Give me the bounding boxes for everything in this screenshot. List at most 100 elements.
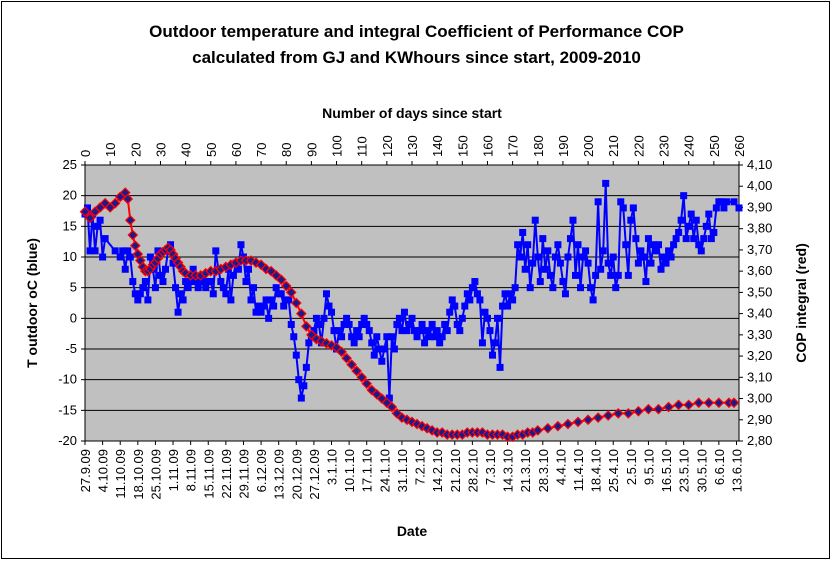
data-point-cop [295, 308, 307, 319]
data-point-temperature [697, 247, 705, 255]
data-point-temperature [700, 235, 708, 243]
data-point-temperature [348, 333, 356, 341]
data-point-temperature [531, 216, 539, 224]
data-point-temperature [297, 394, 305, 402]
y-right-tick-label: 3,90 [747, 199, 772, 214]
data-point-temperature [441, 320, 449, 328]
data-point-temperature [237, 241, 245, 249]
data-point-temperature [159, 278, 167, 286]
data-point-temperature [627, 216, 635, 224]
data-point-temperature [121, 265, 129, 273]
data-point-temperature [355, 333, 363, 341]
data-point-temperature [637, 247, 645, 255]
data-point-cop [542, 422, 554, 434]
x-bottom-tick-label: 16.5.10 [659, 449, 674, 492]
x-top-tick-label: 140 [430, 135, 445, 157]
x-bottom-tick-label: 10.1.10 [342, 449, 357, 492]
data-point-temperature [705, 210, 713, 218]
x-top-tick-label: 110 [355, 136, 370, 157]
x-top-tick-label: 240 [682, 135, 697, 157]
data-point-temperature [657, 265, 665, 273]
data-point-cop [361, 378, 373, 390]
x-top-tick-label: 250 [707, 135, 722, 157]
data-point-temperature [509, 296, 517, 304]
x-top-tick-label: 20 [128, 143, 143, 157]
y-right-tick-label: 3,50 [747, 284, 772, 299]
data-point-cop [280, 280, 292, 292]
data-point-temperature [710, 228, 718, 236]
data-point-temperature [675, 228, 683, 236]
data-point-temperature [519, 228, 527, 236]
x-top-tick-label: 160 [480, 135, 495, 157]
x-top-tick-label: 190 [556, 135, 571, 157]
data-point-cop [127, 229, 139, 241]
data-point-cop [386, 401, 398, 413]
data-point-temperature [285, 296, 293, 304]
data-point-temperature [639, 253, 647, 261]
x-bottom-tick-label: 2.5.10 [624, 449, 639, 485]
x-top-tick-label: 0 [78, 150, 93, 157]
data-point-temperature [247, 296, 255, 304]
data-point-temperature [126, 253, 134, 261]
data-point-temperature [388, 333, 396, 341]
data-point-temperature [184, 284, 192, 292]
data-point-temperature [270, 302, 278, 310]
data-point-temperature [302, 363, 310, 371]
data-point-temperature [96, 216, 104, 224]
data-point-temperature [594, 198, 602, 206]
data-point-temperature [539, 235, 547, 243]
data-point-temperature [476, 296, 484, 304]
x-top-tick-label: 260 [732, 135, 747, 157]
x-bottom-tick-label: 17.1.10 [360, 449, 375, 492]
data-point-temperature [403, 327, 411, 335]
data-point-temperature [94, 222, 102, 230]
x-bottom-tick-label: 29.11.09 [236, 449, 251, 499]
data-point-temperature [446, 308, 454, 316]
data-point-cop [341, 352, 352, 364]
data-point-temperature [564, 253, 572, 261]
data-point-temperature [556, 259, 564, 267]
data-point-temperature [516, 253, 524, 261]
data-point-temperature [350, 339, 358, 347]
x-top-tick-label: 200 [581, 135, 596, 157]
data-point-temperature [418, 320, 426, 328]
data-point-temperature [478, 339, 486, 347]
data-point-temperature [370, 351, 378, 359]
data-point-temperature [521, 265, 529, 273]
data-point-temperature [338, 333, 346, 341]
data-point-cop [728, 397, 740, 409]
data-point-temperature [380, 345, 388, 353]
x-bottom-tick-label: 22.11.09 [219, 449, 234, 499]
data-point-cop [693, 397, 705, 409]
data-point-temperature [101, 235, 109, 243]
x-bottom-tick-label: 11.10.09 [113, 449, 128, 499]
data-point-temperature [177, 290, 185, 298]
data-point-temperature [267, 296, 275, 304]
data-point-temperature [212, 247, 220, 255]
x-bottom-tick-label: 18.4.10 [589, 449, 604, 492]
data-point-temperature [652, 247, 660, 255]
data-point-temperature [129, 278, 137, 286]
data-point-temperature [290, 333, 298, 341]
data-point-cop [129, 240, 141, 252]
x-bottom-tick-label: 15.11.09 [201, 449, 216, 499]
x-bottom-tick-label: 21.2.10 [448, 449, 463, 492]
data-point-temperature [144, 296, 152, 304]
x-top-tick-label: 10 [103, 143, 118, 157]
x-top-tick-label: 130 [405, 135, 420, 157]
x-top-tick-label: 100 [330, 135, 345, 157]
data-point-temperature [632, 235, 640, 243]
data-point-temperature [328, 308, 336, 316]
data-point-temperature [471, 278, 479, 286]
data-point-temperature [707, 235, 715, 243]
y-right-tick-label: 4,10 [747, 157, 772, 172]
x-top-tick-label: 180 [531, 135, 546, 157]
data-point-cop [673, 399, 684, 411]
data-point-temperature [488, 351, 496, 359]
x-bottom-tick-label: 27.12.09 [307, 449, 322, 500]
x-top-tick-label: 120 [380, 135, 395, 157]
data-point-temperature [272, 284, 280, 292]
data-point-temperature [353, 327, 361, 335]
data-point-temperature [315, 320, 323, 328]
data-point-temperature [161, 265, 169, 273]
